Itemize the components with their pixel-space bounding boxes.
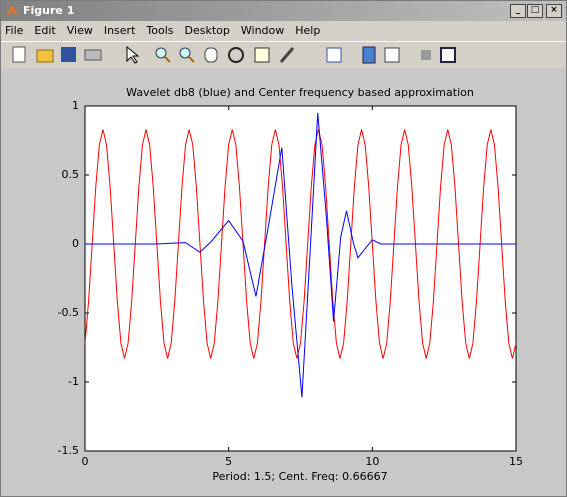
x-tick-label: 15	[509, 455, 523, 468]
title-bar: Figure 1 _ □ ×	[1, 1, 566, 21]
y-tick-label: -1.5	[58, 444, 79, 457]
y-tick-label: 0.5	[62, 168, 80, 181]
axes	[84, 105, 517, 452]
y-tick-label: -1	[68, 375, 79, 388]
y-tick-label: 0	[72, 237, 79, 250]
data-line	[85, 112, 516, 398]
app-icon	[6, 5, 18, 17]
figure: Wavelet db8 (blue) and Center frequency …	[1, 68, 566, 496]
toolbar-icons	[12, 45, 456, 64]
menu-item[interactable]: Window	[240, 24, 285, 37]
x-tick-label: 5	[225, 455, 232, 468]
minimize-button[interactable]: _	[510, 4, 526, 18]
x-tick-label: 10	[365, 455, 379, 468]
y-tick-label: -0.5	[58, 306, 79, 319]
menu-item[interactable]: Tools	[146, 24, 174, 37]
chart-title: Wavelet db8 (blue) and Center frequency …	[126, 86, 474, 99]
x-tick-label: 0	[82, 455, 89, 468]
close-button[interactable]: ×	[546, 4, 562, 18]
window-title: Figure 1	[23, 4, 75, 17]
menu-item[interactable]: Desktop	[184, 24, 230, 37]
y-tick-label: 1	[72, 99, 79, 112]
menu-item[interactable]: View	[66, 24, 93, 37]
menu-item[interactable]: Insert	[103, 24, 136, 37]
x-axis-label: Period: 1.5; Cent. Freq: 0.66667	[212, 470, 387, 483]
menu-bar: File Edit View Insert Tools Desktop Window Help	[1, 21, 566, 41]
menu-item[interactable]: File	[5, 24, 24, 37]
toolbar	[1, 41, 566, 69]
menu-item[interactable]: Edit	[34, 24, 56, 37]
menu-item[interactable]: Help	[295, 24, 321, 37]
maximize-button[interactable]: □	[527, 4, 543, 18]
